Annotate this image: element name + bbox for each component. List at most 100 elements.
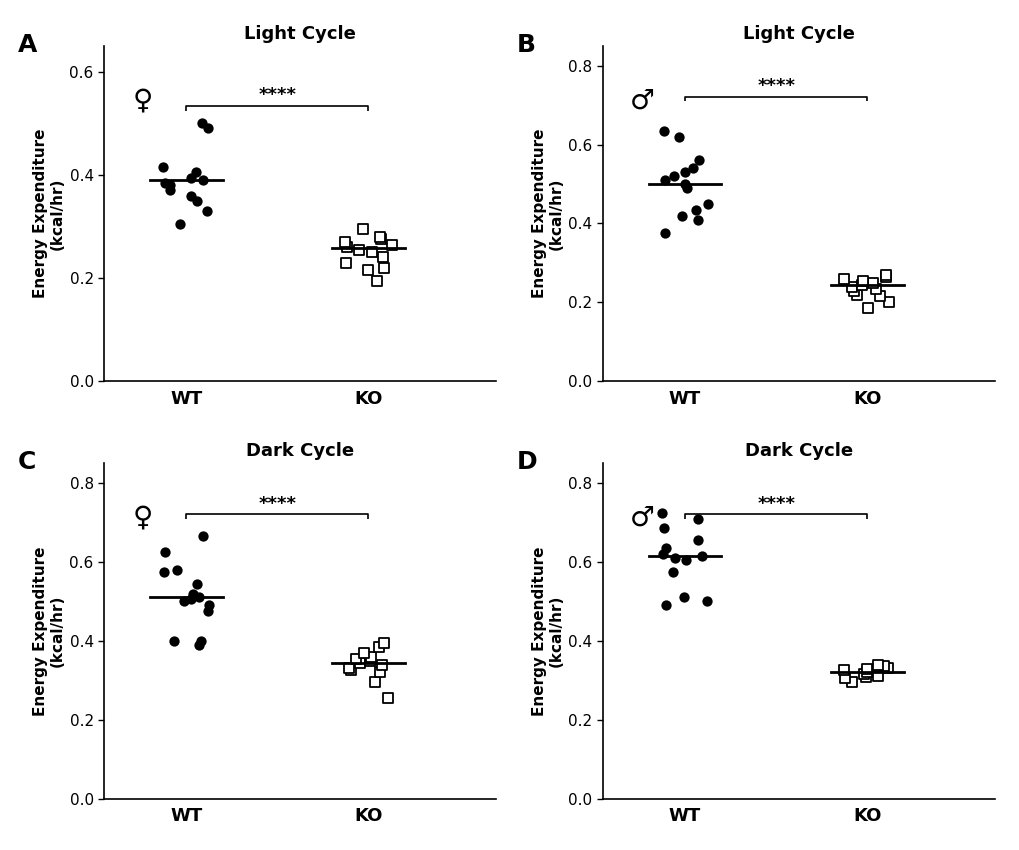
Point	[836, 664, 852, 677]
Point	[677, 166, 693, 179]
Point	[693, 549, 709, 563]
Point	[374, 658, 390, 672]
Y-axis label: Energy Expenditure
(kcal/hr): Energy Expenditure (kcal/hr)	[531, 129, 564, 298]
Title: Light Cycle: Light Cycle	[742, 25, 854, 43]
Point	[664, 565, 681, 579]
Point	[871, 290, 888, 303]
Point	[858, 662, 874, 676]
Point	[370, 640, 386, 654]
Text: ♀: ♀	[132, 503, 153, 531]
Point	[665, 169, 682, 183]
Point	[656, 173, 673, 187]
Point	[843, 280, 859, 293]
Point	[876, 270, 893, 284]
Point	[194, 116, 210, 130]
Text: B: B	[517, 32, 535, 57]
Point	[376, 636, 392, 649]
Point	[687, 203, 703, 217]
Text: A: A	[17, 32, 37, 57]
Point	[383, 238, 399, 252]
Point	[875, 660, 892, 673]
Point	[175, 595, 192, 609]
Point	[375, 251, 391, 264]
Point	[666, 551, 683, 564]
Text: ****: ****	[258, 495, 296, 513]
Point	[200, 122, 216, 135]
Point	[656, 227, 673, 241]
Point	[368, 274, 384, 287]
Point	[689, 512, 705, 525]
Point	[689, 534, 705, 547]
Point	[372, 666, 388, 679]
Text: ♂: ♂	[629, 86, 654, 114]
Point	[857, 671, 873, 684]
Point	[859, 302, 875, 315]
Point	[157, 546, 173, 559]
Point	[367, 676, 383, 689]
Point	[194, 634, 210, 648]
Point	[699, 197, 715, 211]
Text: ****: ****	[756, 495, 795, 513]
Point	[189, 577, 205, 591]
Point	[671, 130, 687, 144]
Text: ****: ****	[756, 77, 795, 95]
Point	[161, 184, 177, 197]
Point	[356, 646, 372, 660]
Point	[380, 691, 396, 705]
Point	[338, 241, 355, 254]
Point	[355, 223, 371, 236]
Point	[375, 261, 391, 275]
Point	[372, 230, 388, 244]
Point	[657, 541, 674, 555]
Point	[691, 154, 707, 167]
Point	[363, 246, 379, 259]
Point	[678, 553, 694, 567]
Point	[155, 161, 171, 174]
Point	[853, 278, 869, 292]
Y-axis label: Energy Expenditure
(kcal/hr): Energy Expenditure (kcal/hr)	[531, 547, 564, 716]
Point	[677, 178, 693, 191]
Point	[165, 634, 181, 648]
Point	[195, 530, 211, 543]
Text: ♀: ♀	[132, 86, 153, 114]
Text: D: D	[517, 450, 537, 474]
Point	[858, 666, 874, 679]
Point	[195, 173, 211, 187]
Point	[690, 212, 706, 226]
Point	[843, 676, 859, 689]
Point	[168, 563, 184, 576]
Point	[653, 506, 669, 519]
Point	[879, 296, 896, 309]
Point	[373, 233, 389, 246]
Text: ****: ****	[258, 86, 296, 104]
Point	[657, 598, 674, 612]
Point	[184, 586, 201, 600]
Point	[362, 650, 378, 664]
Point	[854, 274, 870, 287]
Y-axis label: Energy Expenditure
(kcal/hr): Energy Expenditure (kcal/hr)	[33, 547, 65, 716]
Point	[342, 664, 359, 677]
Point	[655, 124, 672, 138]
Point	[191, 638, 207, 652]
Text: C: C	[17, 450, 36, 474]
Point	[337, 256, 354, 269]
Point	[855, 667, 871, 681]
Point	[183, 592, 200, 606]
Point	[191, 591, 207, 604]
Point	[869, 669, 886, 683]
Point	[360, 264, 376, 277]
Point	[189, 194, 205, 207]
Point	[879, 661, 896, 675]
Point	[685, 162, 701, 175]
Point	[698, 595, 714, 609]
Title: Dark Cycle: Dark Cycle	[246, 442, 354, 461]
Point	[864, 276, 880, 290]
Point	[674, 209, 690, 223]
Title: Light Cycle: Light Cycle	[244, 25, 356, 43]
Point	[678, 181, 694, 195]
Text: ♂: ♂	[629, 503, 654, 531]
Title: Dark Cycle: Dark Cycle	[744, 442, 852, 461]
Point	[655, 522, 672, 536]
Point	[200, 598, 216, 612]
Point	[172, 217, 189, 230]
